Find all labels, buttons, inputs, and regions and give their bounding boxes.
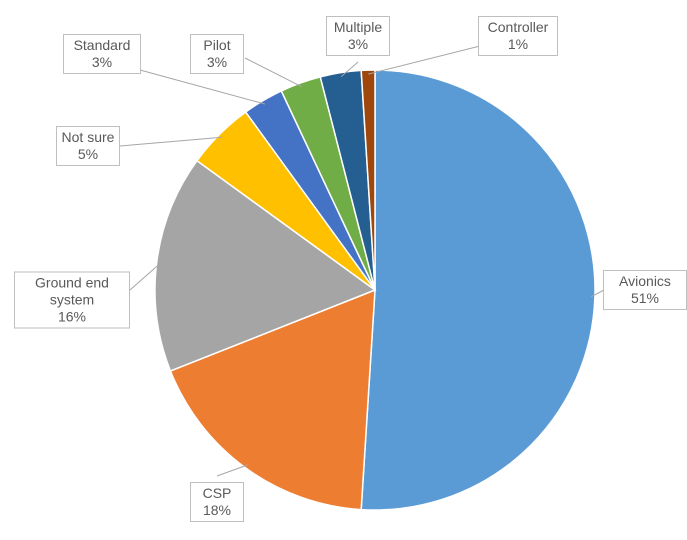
value-label: 16% [57, 308, 87, 325]
value-label: 1% [507, 36, 529, 52]
value-label: 3% [347, 36, 369, 52]
pie-slice [154, 159, 377, 372]
pie-slice [360, 69, 376, 291]
leader-line [119, 136, 223, 147]
pie-slice [360, 69, 596, 511]
leader-line [368, 45, 481, 75]
category-label: Not sure [61, 129, 115, 145]
pie-slice [169, 288, 376, 511]
data-label: Controller 1% [478, 16, 558, 56]
leader-line [129, 262, 162, 291]
value-label: 3% [91, 54, 113, 70]
category-label: Standard [73, 37, 131, 53]
value-label: 5% [77, 146, 99, 162]
leader-line [340, 61, 359, 78]
data-label: Ground end system 16% [14, 271, 130, 329]
category-label: Avionics [619, 273, 671, 289]
value-label: 18% [202, 502, 232, 518]
leader-line [244, 57, 303, 88]
value-label: 51% [630, 290, 660, 306]
data-label: Avionics 51% [603, 270, 687, 310]
data-label: Standard 3% [63, 34, 141, 74]
data-label: Not sure 5% [56, 126, 120, 166]
data-label: Multiple 3% [326, 16, 390, 56]
category-label: Controller [487, 19, 549, 35]
data-label: Pilot 3% [190, 34, 244, 74]
category-label: Multiple [333, 19, 383, 35]
category-label: CSP [202, 485, 232, 501]
leader-line [139, 69, 266, 105]
category-label: Ground end system [35, 274, 109, 308]
value-label: 3% [206, 54, 228, 70]
leader-line [590, 289, 605, 298]
category-label: Pilot [203, 37, 231, 53]
data-label: CSP 18% [190, 482, 244, 522]
leader-line [216, 464, 249, 477]
